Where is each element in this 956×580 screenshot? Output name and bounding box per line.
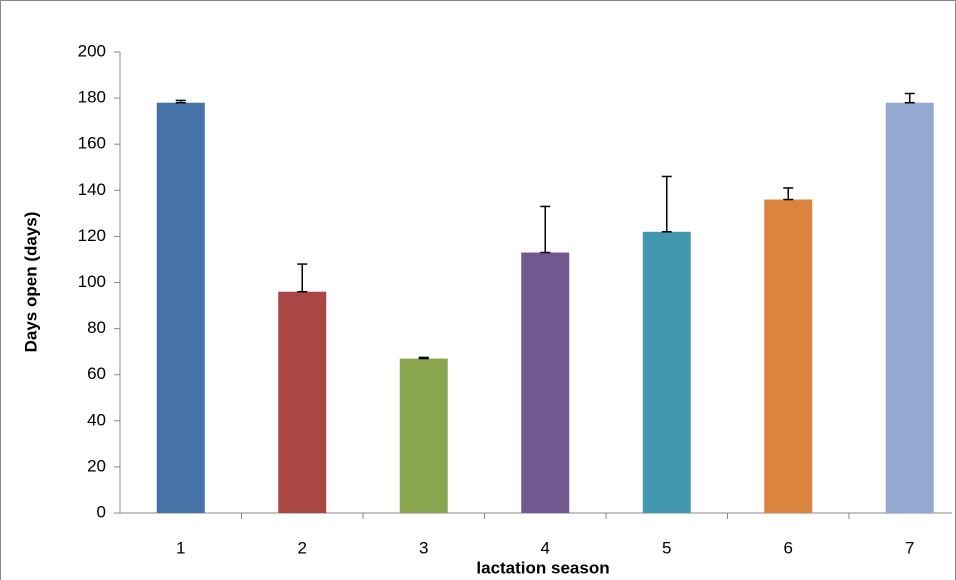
error-bar	[783, 187, 794, 201]
bar	[521, 252, 570, 513]
bar	[764, 199, 813, 513]
x-tick-label: 2	[298, 538, 307, 557]
bar	[885, 102, 934, 514]
bar	[278, 291, 327, 513]
y-tick-label: 80	[87, 318, 106, 337]
error-bar	[418, 356, 429, 360]
y-tick-label: 40	[87, 410, 106, 429]
y-tick-label: 200	[78, 41, 106, 60]
error-bar	[904, 92, 915, 104]
y-tick-label: 180	[78, 88, 106, 107]
bar	[156, 102, 205, 514]
x-tick-label: 4	[541, 538, 550, 557]
error-bar	[661, 175, 672, 233]
error-bar	[540, 205, 551, 254]
y-tick-label: 20	[87, 456, 106, 475]
y-tick-label: 160	[78, 134, 106, 153]
y-axis-title: Days open (days)	[21, 212, 40, 353]
bar	[642, 231, 691, 514]
y-tick-label: 0	[97, 502, 106, 521]
x-tick-label: 3	[419, 538, 428, 557]
y-tick-label: 60	[87, 364, 106, 383]
y-tick-label: 120	[78, 226, 106, 245]
error-bar	[175, 99, 186, 104]
y-tick-label: 100	[78, 272, 106, 291]
x-tick-label: 7	[905, 538, 914, 557]
error-bar	[297, 263, 308, 293]
x-tick-label: 6	[784, 538, 793, 557]
y-tick-label: 140	[78, 180, 106, 199]
x-tick-label: 5	[662, 538, 671, 557]
bar	[399, 358, 448, 513]
x-axis-title: lactation season	[476, 558, 609, 577]
x-tick-label: 1	[176, 538, 185, 557]
